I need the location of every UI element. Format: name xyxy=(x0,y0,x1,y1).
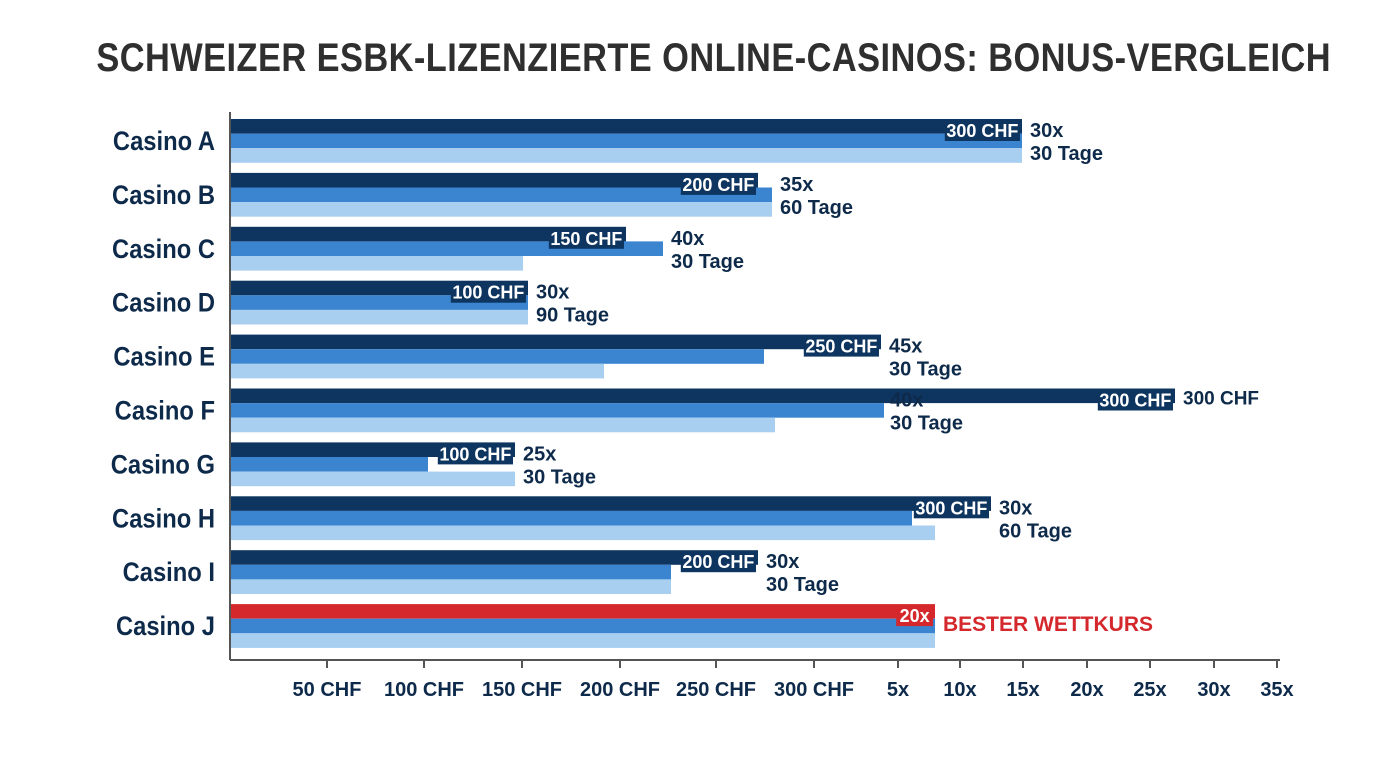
category-label-casino-g: Casino G xyxy=(111,450,215,480)
wagering-label-casino-b: 35x xyxy=(780,174,813,196)
bonus-bar-casino-f xyxy=(230,388,1175,404)
category-label-casino-e: Casino E xyxy=(113,342,215,372)
x-tick-label-150-chf: 150 CHF xyxy=(482,679,562,701)
wagering-bar-casino-f xyxy=(230,403,884,418)
wagering-label-casino-d: 30x xyxy=(536,282,569,304)
validity-label-casino-b: 60 Tage xyxy=(780,197,853,219)
bonus-label-box-casino-a xyxy=(944,121,1020,141)
x-tick-label-200-chf: 200 CHF xyxy=(580,679,660,701)
validity-bar-casino-g xyxy=(230,471,515,487)
validity-label-casino-a: 30 Tage xyxy=(1030,143,1103,165)
wagering-label-casino-i: 30x xyxy=(766,551,799,573)
x-tick-label-5x: 5x xyxy=(887,679,909,701)
x-tick-label-50-chf: 50 CHF xyxy=(293,679,362,701)
bonus-bar-casino-b xyxy=(230,172,758,188)
bonus-label-box-casino-e xyxy=(803,336,879,357)
wagering-label-casino-g: 25x xyxy=(523,443,556,465)
bonus-label-box-casino-f xyxy=(1097,390,1173,411)
wagering-label-casino-h: 30x xyxy=(999,497,1032,519)
outside-label-casino-j: BESTER WETTKURS xyxy=(943,613,1153,636)
wagering-bar-casino-h xyxy=(230,510,912,526)
category-label-casino-c: Casino C xyxy=(112,234,215,264)
x-tick-label-30x: 30x xyxy=(1197,679,1230,701)
wagering-label-casino-f: 40x xyxy=(890,390,923,412)
bonus-label-casino-i: 200 CHF xyxy=(682,552,754,572)
category-label-casino-j: Casino J xyxy=(116,612,215,642)
validity-label-casino-h: 60 Tage xyxy=(999,520,1072,542)
validity-bar-casino-c xyxy=(230,256,524,271)
validity-bar-casino-a xyxy=(230,148,1022,163)
bonus-label-casino-a: 300 CHF xyxy=(946,121,1018,141)
validity-label-casino-g: 30 Tage xyxy=(523,466,596,488)
validity-bar-casino-i xyxy=(230,579,671,594)
bonus-bar-casino-i xyxy=(230,550,758,565)
category-label-casino-i: Casino I xyxy=(123,558,215,588)
bonus-label-casino-e: 250 CHF xyxy=(805,337,877,357)
wagering-bar-casino-i xyxy=(230,564,671,580)
bonus-label-box-casino-c xyxy=(548,228,624,249)
validity-label-casino-e: 30 Tage xyxy=(889,359,962,381)
chart-title: SCHWEIZER ESBK-LIZENZIERTE ONLINE-CASINO… xyxy=(96,36,1332,80)
validity-label-casino-i: 30 Tage xyxy=(766,574,839,596)
bonus-bar-casino-a xyxy=(230,119,1022,134)
validity-label-casino-f: 30 Tage xyxy=(890,413,963,435)
category-label-casino-f: Casino F xyxy=(115,396,215,426)
validity-bar-casino-e xyxy=(230,363,604,379)
wagering-bar-casino-b xyxy=(230,187,772,203)
validity-bar-casino-b xyxy=(230,202,772,217)
validity-bar-casino-j xyxy=(230,633,935,648)
wagering-bar-casino-a xyxy=(230,133,1022,149)
validity-bar-casino-h xyxy=(230,525,935,541)
bonus-label-box-casino-g xyxy=(437,444,513,465)
wagering-label-casino-c: 40x xyxy=(671,228,704,250)
category-label-casino-b: Casino B xyxy=(112,181,215,211)
bonus-label-casino-j: 20x xyxy=(900,606,930,626)
wagering-bar-casino-j xyxy=(230,618,935,634)
wagering-label-casino-a: 30x xyxy=(1030,120,1063,142)
outside-label-casino-f: 300 CHF xyxy=(1183,389,1259,410)
bonus-label-casino-h: 300 CHF xyxy=(915,498,987,518)
x-tick-label-100-chf: 100 CHF xyxy=(384,679,464,701)
x-tick-label-250-chf: 250 CHF xyxy=(676,679,756,701)
x-tick-label-300-chf: 300 CHF xyxy=(774,679,854,701)
validity-bar-casino-d xyxy=(230,309,528,325)
bonus-label-box-casino-j xyxy=(896,606,933,627)
bonus-label-casino-g: 100 CHF xyxy=(439,444,511,464)
bonus-label-casino-f: 300 CHF xyxy=(1099,391,1171,411)
x-tick-label-20x: 20x xyxy=(1070,679,1103,701)
bonus-bar-casino-e xyxy=(230,334,881,350)
x-tick-label-35x: 35x xyxy=(1260,679,1293,701)
bonus-label-box-casino-i xyxy=(680,552,756,573)
bonus-label-box-casino-h xyxy=(913,498,989,519)
x-tick-label-25x: 25x xyxy=(1133,679,1166,701)
category-label-casino-h: Casino H xyxy=(112,504,215,534)
x-tick-label-15x: 15x xyxy=(1006,679,1039,701)
bonus-label-casino-c: 150 CHF xyxy=(550,229,622,249)
wagering-label-casino-e: 45x xyxy=(889,336,922,358)
bonus-label-casino-b: 200 CHF xyxy=(682,175,754,195)
bonus-bar-casino-j xyxy=(230,604,935,619)
bonus-bar-casino-h xyxy=(230,496,991,511)
validity-label-casino-d: 90 Tage xyxy=(536,305,609,327)
bonus-label-casino-d: 100 CHF xyxy=(452,283,524,303)
bonus-bar-casino-c xyxy=(230,226,626,242)
bonus-label-box-casino-d xyxy=(450,282,526,303)
validity-label-casino-c: 30 Tage xyxy=(671,251,744,273)
category-label-casino-a: Casino A xyxy=(113,127,215,157)
x-tick-label-10x: 10x xyxy=(943,679,976,701)
category-label-casino-d: Casino D xyxy=(112,288,215,318)
wagering-bar-casino-e xyxy=(230,349,764,364)
wagering-bar-casino-g xyxy=(230,457,428,472)
validity-bar-casino-f xyxy=(230,417,775,433)
bonus-label-box-casino-b xyxy=(680,174,756,195)
